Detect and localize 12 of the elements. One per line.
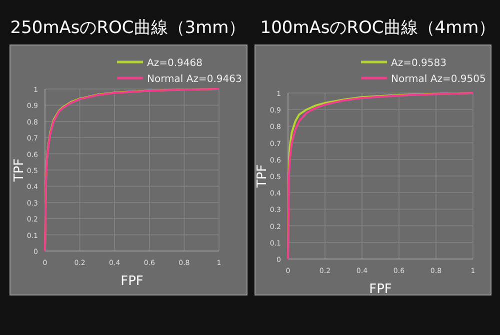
- legend-label: Az=0.9468: [147, 58, 202, 69]
- x-axis-title: FPF: [369, 282, 392, 297]
- legend-label: Normal Az=0.9505: [391, 74, 486, 85]
- chart-title: 250mAsのROC曲線（3mm）: [10, 18, 246, 38]
- line-series: [44, 88, 220, 252]
- x-axis-title: FPF: [120, 274, 144, 289]
- legend-label: Normal Az=0.9463: [147, 74, 242, 85]
- line-series: [287, 92, 474, 260]
- y-axis-title: TPF: [255, 164, 270, 189]
- legend-label: Az=0.9583: [391, 58, 446, 69]
- chart-title: 100mAsのROC曲線（4mm）: [260, 18, 496, 38]
- y-axis-title: TPF: [12, 158, 27, 183]
